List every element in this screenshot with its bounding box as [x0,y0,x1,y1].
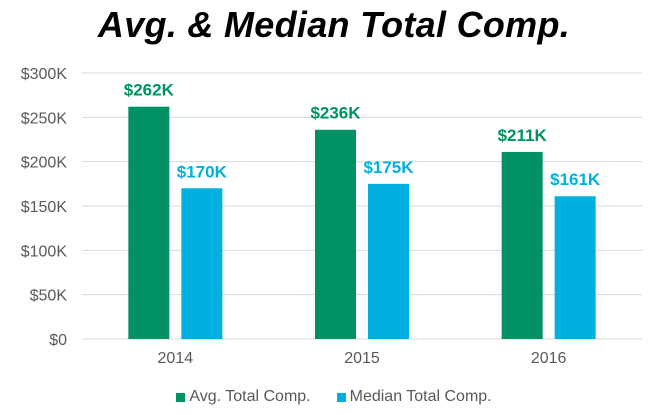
y-tick-label: $100K [21,243,68,260]
data-label: $175K [363,158,414,177]
data-labels: $262K $170K $236K $175K $211K $161K [124,81,601,190]
y-tick-label: $150K [21,199,68,216]
data-label: $262K [124,81,175,100]
y-tick-label: $0 [49,332,67,349]
bar-2016-median [554,196,596,339]
data-label: $161K [550,170,601,189]
y-tick-label: $50K [30,288,68,305]
data-label: $170K [177,162,228,181]
bar-2015-avg [315,129,356,339]
bar-2015-median [368,183,409,339]
legend-label: Median Total Comp. [349,388,492,405]
gridlines [82,72,642,340]
x-tick-label: 2015 [344,350,380,367]
y-axis-ticks: $0 $50K $100K $150K $200K $250K $300K [21,66,68,349]
legend-swatch [336,392,346,402]
bars [128,106,596,340]
x-tick-label: 2014 [158,350,194,367]
x-tick-label: 2016 [531,350,567,367]
data-label: $211K [498,126,548,145]
legend-swatch [176,392,186,402]
bar-2014-avg [128,106,170,340]
y-tick-label: $200K [21,155,68,172]
legend-label: Avg. Total Comp. [189,388,311,405]
legend: Avg. Total Comp. Median Total Comp. [0,388,668,406]
y-tick-label: $300K [21,66,68,83]
bar-2014-median [181,188,223,339]
x-axis-ticks: 2014 2015 2016 [158,350,567,367]
y-tick-label: $250K [21,110,68,127]
legend-item: Avg. Total Comp. [176,388,311,406]
data-label: $236K [310,104,361,123]
bar-2016-avg [501,151,543,339]
legend-item: Median Total Comp. [336,388,492,406]
chart-title: Avg. & Median Total Comp. [97,4,571,45]
